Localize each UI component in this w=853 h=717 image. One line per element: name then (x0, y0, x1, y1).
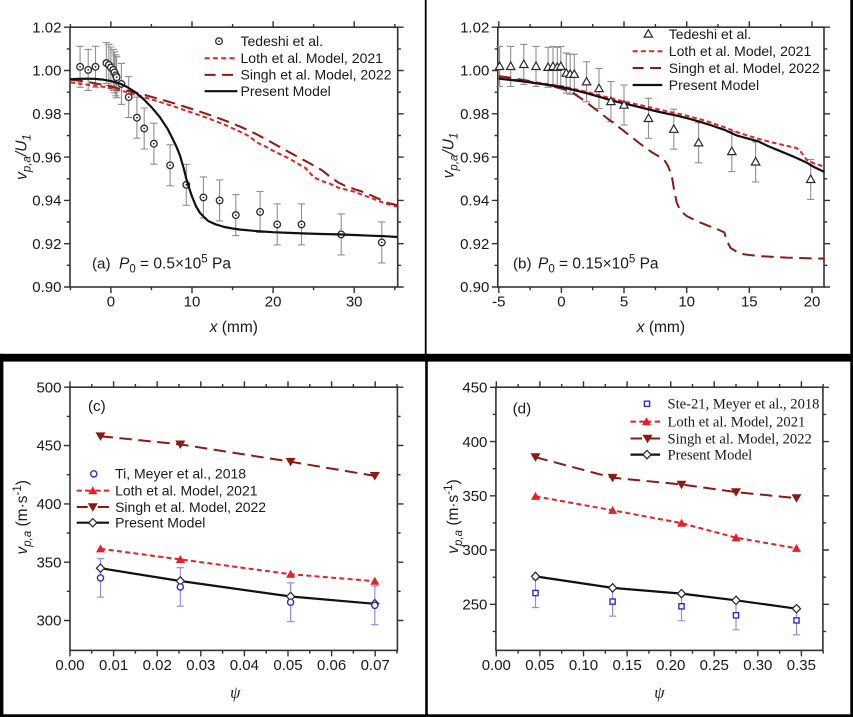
svg-text:0.20: 0.20 (656, 657, 685, 674)
svg-text:400: 400 (462, 434, 487, 451)
svg-text:0.92: 0.92 (32, 236, 61, 253)
svg-text:450: 450 (36, 438, 61, 455)
svg-text:0.90: 0.90 (460, 279, 489, 296)
svg-text:0.90: 0.90 (32, 279, 61, 296)
svg-text:20: 20 (804, 294, 821, 311)
svg-text:350: 350 (462, 488, 487, 505)
svg-text:0.25: 0.25 (700, 657, 729, 674)
svg-text:0.35: 0.35 (787, 657, 816, 674)
svg-text:0.03: 0.03 (186, 657, 215, 674)
svg-text:Ti, Meyer et al., 2018: Ti, Meyer et al., 2018 (115, 466, 246, 482)
svg-text:P0 = 0.5×105 Pa: P0 = 0.5×105 Pa (119, 253, 231, 275)
svg-text:(a): (a) (92, 255, 111, 272)
svg-text:0.30: 0.30 (743, 657, 772, 674)
svg-text:10: 10 (184, 294, 201, 311)
svg-text:1.02: 1.02 (460, 19, 489, 36)
svg-text:500: 500 (36, 379, 61, 396)
svg-text:0.15: 0.15 (612, 657, 641, 674)
svg-text:0.05: 0.05 (525, 657, 554, 674)
svg-text:0.96: 0.96 (32, 149, 61, 166)
svg-text:1.00: 1.00 (32, 63, 61, 80)
svg-text:5: 5 (620, 294, 628, 311)
svg-text:10: 10 (678, 294, 695, 311)
svg-text:400: 400 (36, 496, 61, 513)
svg-text:Ste-21, Meyer et al., 2018: Ste-21, Meyer et al., 2018 (668, 397, 820, 413)
svg-text:300: 300 (36, 613, 61, 630)
svg-text:Present Model: Present Model (115, 515, 205, 531)
svg-text:450: 450 (462, 380, 487, 397)
svg-text:Present Model: Present Model (669, 77, 759, 93)
svg-text:250: 250 (462, 597, 487, 614)
svg-text:0.94: 0.94 (32, 193, 61, 210)
svg-text:Present Model: Present Model (668, 447, 753, 463)
svg-text:(b): (b) (513, 256, 532, 273)
svg-text:1.02: 1.02 (32, 19, 61, 36)
svg-text:1.00: 1.00 (460, 63, 489, 80)
svg-text:x (mm): x (mm) (209, 319, 258, 336)
svg-text:ψ: ψ (654, 683, 665, 702)
svg-text:0.94: 0.94 (460, 193, 489, 210)
svg-text:20: 20 (265, 294, 282, 311)
svg-text:Tedeshi et al.: Tedeshi et al. (669, 26, 752, 42)
svg-text:(d): (d) (513, 401, 532, 418)
svg-text:0.00: 0.00 (55, 657, 84, 674)
svg-text:0.00: 0.00 (482, 657, 511, 674)
svg-text:Loth et al. Model, 2021: Loth et al. Model, 2021 (668, 414, 806, 430)
svg-text:0.92: 0.92 (460, 236, 489, 253)
svg-text:0: 0 (557, 294, 565, 311)
svg-text:Loth et al. Model, 2021: Loth et al. Model, 2021 (669, 43, 812, 59)
svg-text:Tedeshi et al.: Tedeshi et al. (241, 33, 324, 49)
svg-text:0: 0 (107, 294, 115, 311)
svg-text:0.04: 0.04 (230, 657, 259, 674)
svg-text:Present Model: Present Model (241, 83, 331, 99)
svg-text:0.06: 0.06 (317, 657, 346, 674)
svg-text:Singh et al. Model, 2022: Singh et al. Model, 2022 (115, 499, 266, 515)
svg-text:Singh et al. Model, 2022: Singh et al. Model, 2022 (668, 431, 812, 447)
svg-text:P0 = 0.15×105 Pa: P0 = 0.15×105 Pa (538, 254, 659, 276)
svg-text:0.98: 0.98 (32, 106, 61, 123)
svg-text:Loth et al. Model, 2021: Loth et al. Model, 2021 (241, 50, 384, 66)
svg-text:0.02: 0.02 (143, 657, 172, 674)
svg-text:Loth et al. Model, 2021: Loth et al. Model, 2021 (115, 482, 258, 498)
svg-text:30: 30 (346, 294, 363, 311)
svg-text:0.98: 0.98 (460, 106, 489, 123)
svg-text:x (mm): x (mm) (636, 319, 685, 336)
svg-text:0.10: 0.10 (569, 657, 598, 674)
svg-text:350: 350 (36, 554, 61, 571)
svg-text:-5: -5 (492, 294, 505, 311)
svg-text:0.96: 0.96 (460, 149, 489, 166)
svg-text:300: 300 (462, 542, 487, 559)
svg-text:15: 15 (741, 294, 758, 311)
svg-text:0.01: 0.01 (99, 657, 128, 674)
svg-text:0.05: 0.05 (273, 657, 302, 674)
svg-text:ψ: ψ (230, 683, 241, 702)
svg-text:Singh et al. Model, 2022: Singh et al. Model, 2022 (241, 67, 392, 83)
svg-text:Singh et al. Model, 2022: Singh et al. Model, 2022 (669, 60, 820, 76)
svg-text:vp,a/U1: vp,a/U1 (14, 134, 34, 180)
svg-text:vp,a/U1: vp,a/U1 (441, 133, 461, 179)
svg-text:(c): (c) (88, 398, 106, 415)
svg-text:0.07: 0.07 (361, 657, 390, 674)
